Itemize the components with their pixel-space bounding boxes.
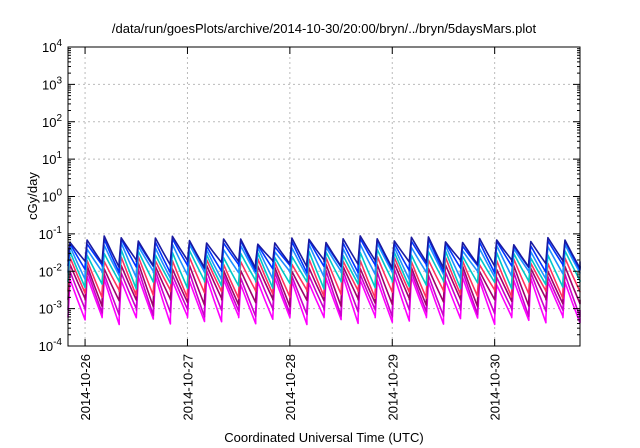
y-tick-label: 101 [42, 150, 62, 167]
x-axis-label: Coordinated Universal Time (UTC) [224, 430, 423, 445]
y-tick-label: 104 [42, 38, 62, 55]
series-lines [67, 235, 581, 326]
y-axis-label: cGy/day [25, 172, 40, 220]
y-tick-label: 10-1 [39, 225, 63, 242]
series-line [67, 262, 581, 308]
series-line [67, 275, 581, 326]
x-tick-label: 2014-10-29 [385, 354, 400, 421]
y-tick-label: 103 [42, 75, 62, 92]
x-tick-label: 2014-10-27 [180, 354, 195, 421]
y-tick-label: 10-4 [39, 337, 63, 354]
y-tick-label: 102 [42, 113, 62, 130]
chart-title: /data/run/goesPlots/archive/2014-10-30/2… [112, 21, 537, 36]
y-tick-label: 10-3 [39, 300, 63, 317]
x-tick-label: 2014-10-30 [488, 354, 503, 421]
y-tick-label: 100 [42, 188, 62, 205]
series-line [67, 268, 581, 318]
series-line [67, 235, 581, 269]
x-tick-label: 2014-10-26 [78, 354, 93, 421]
series-line [67, 255, 581, 300]
x-tick-label: 2014-10-28 [283, 354, 298, 421]
x-axis: 2014-10-26 2014-10-27 2014-10-28 2014-10-29… [78, 47, 503, 421]
y-axis: 10-4 10-3 10-2 10-1 100 101 102 103 104 [39, 38, 580, 354]
y-tick-label: 10-2 [39, 262, 63, 279]
